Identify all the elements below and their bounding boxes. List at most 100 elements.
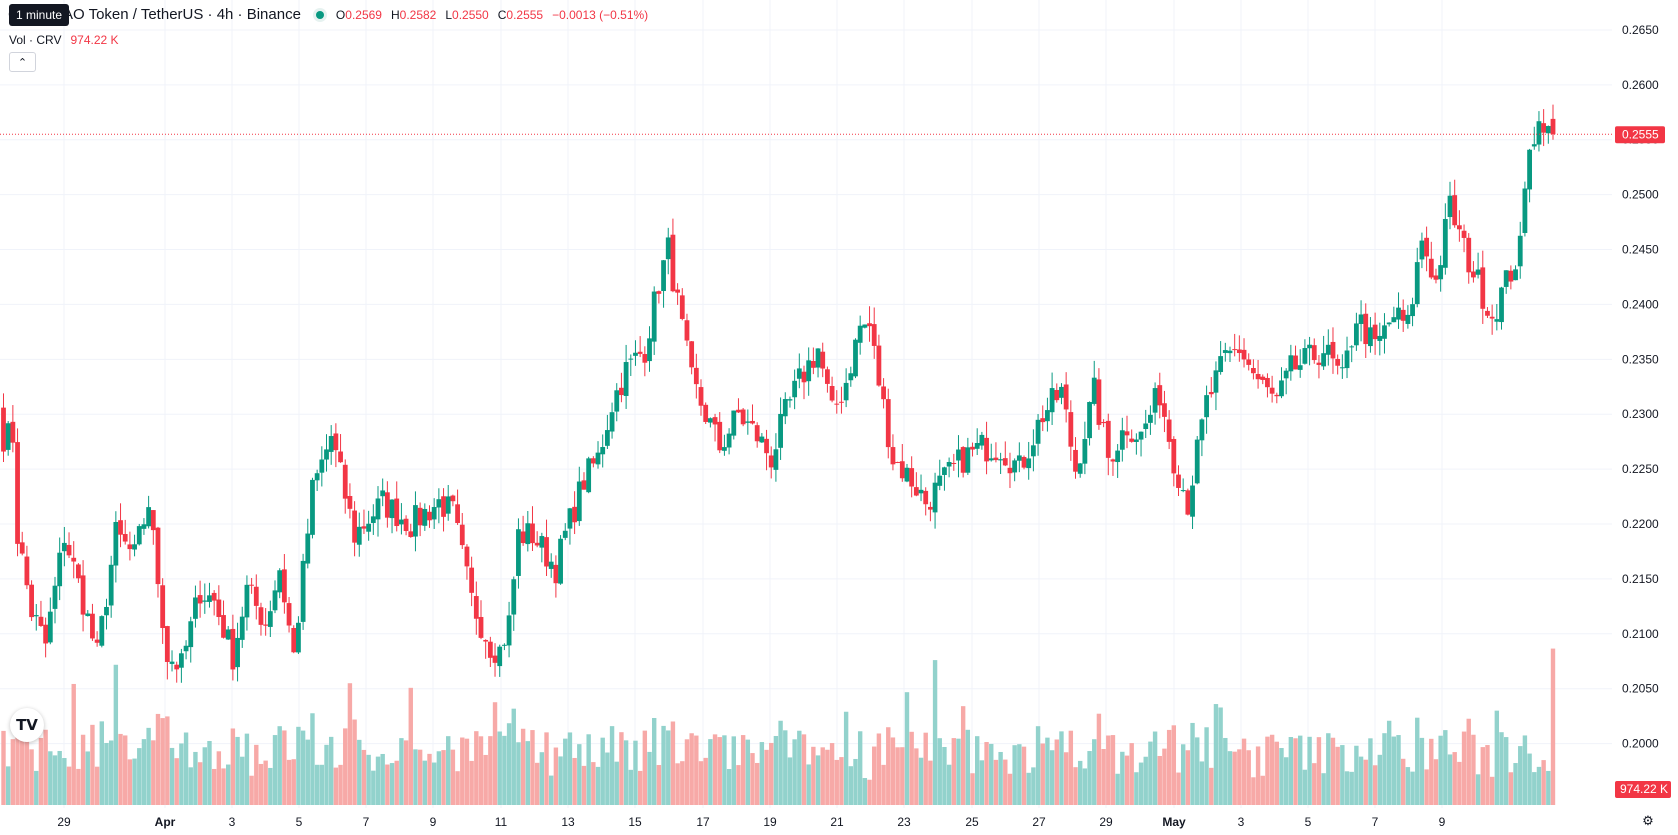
candle-body bbox=[1068, 412, 1074, 447]
time-tick-label: 29 bbox=[57, 815, 71, 829]
candle-body bbox=[286, 603, 292, 626]
volume-bar bbox=[1344, 771, 1350, 805]
candle-body bbox=[1503, 270, 1509, 287]
volume-bar bbox=[1152, 731, 1158, 805]
volume-legend-label[interactable]: Vol · CRV bbox=[9, 33, 62, 47]
candle-body bbox=[469, 567, 475, 593]
volume-bar bbox=[450, 749, 456, 805]
volume-bar bbox=[296, 726, 301, 805]
candle-body bbox=[965, 447, 971, 473]
volume-bar bbox=[20, 740, 25, 805]
volume-bar bbox=[764, 749, 769, 805]
symbol-title[interactable]: Curve DAO Token / TetherUS · 4h · Binanc… bbox=[8, 6, 301, 23]
time-tick-label: May bbox=[1162, 815, 1186, 829]
volume-bar bbox=[1312, 763, 1317, 805]
candle-body bbox=[118, 520, 123, 535]
candle-body bbox=[1330, 341, 1336, 359]
time-tick-label: 29 bbox=[1099, 815, 1113, 829]
candle-body bbox=[1129, 438, 1135, 442]
volume-bar bbox=[417, 749, 423, 805]
candle-body bbox=[946, 462, 952, 467]
volume-bar bbox=[1480, 747, 1485, 805]
time-tick-label: 5 bbox=[296, 815, 303, 829]
volume-bar bbox=[492, 702, 498, 805]
candle-body bbox=[207, 595, 212, 602]
volume-bar bbox=[1283, 757, 1289, 805]
candle-body bbox=[108, 564, 114, 606]
volume-bar bbox=[1115, 773, 1120, 805]
candle-body bbox=[155, 527, 161, 585]
candle-body bbox=[1489, 316, 1495, 319]
candle-body bbox=[394, 498, 400, 527]
volume-bar bbox=[385, 764, 390, 805]
candle-body bbox=[1236, 349, 1242, 354]
volume-bar bbox=[230, 728, 236, 805]
candle-body bbox=[1232, 349, 1238, 351]
candle-body bbox=[1222, 350, 1228, 353]
volume-bar bbox=[1340, 745, 1345, 805]
candle-body bbox=[876, 345, 882, 386]
candle-body bbox=[581, 480, 587, 490]
volume-bar bbox=[193, 751, 198, 805]
settings-button[interactable]: ⚙ bbox=[1640, 813, 1656, 829]
volume-bar bbox=[1110, 735, 1116, 805]
volume-bar bbox=[684, 739, 690, 805]
volume-bar bbox=[338, 764, 343, 805]
candle-body bbox=[656, 291, 662, 294]
candle-body bbox=[1508, 270, 1514, 282]
candle-body bbox=[534, 542, 540, 546]
candle-body bbox=[183, 645, 189, 652]
volume-bar bbox=[282, 730, 287, 805]
candle-body bbox=[661, 260, 666, 292]
candle-body bbox=[1368, 327, 1373, 347]
candle-body bbox=[1499, 287, 1504, 323]
volume-bar bbox=[675, 763, 680, 805]
volume-bar bbox=[637, 770, 643, 805]
price-tick-label: 0.2050 bbox=[1622, 682, 1659, 696]
candle-body bbox=[291, 627, 297, 653]
candle-body bbox=[778, 413, 783, 448]
candle-body bbox=[1349, 346, 1355, 348]
last-volume-label: 974.22 K bbox=[1620, 782, 1668, 796]
candle-body bbox=[5, 423, 11, 450]
volume-bar bbox=[66, 766, 72, 805]
candle-body bbox=[698, 387, 704, 406]
candle-body bbox=[1091, 377, 1097, 404]
last-price-badge bbox=[1615, 126, 1665, 144]
candle-body bbox=[1550, 118, 1556, 135]
candle-body bbox=[244, 584, 250, 618]
volume-bar bbox=[862, 778, 868, 805]
volume-bar bbox=[1040, 743, 1045, 805]
time-tick-label: 17 bbox=[696, 815, 710, 829]
candle-body bbox=[1274, 394, 1280, 397]
candle-body bbox=[29, 584, 34, 618]
candle-body bbox=[445, 496, 451, 514]
candle-body bbox=[178, 653, 184, 668]
candle-body bbox=[277, 570, 283, 593]
volume-bar bbox=[488, 736, 493, 805]
volume-bar bbox=[698, 761, 704, 805]
candle-body bbox=[1171, 438, 1177, 474]
volume-bar bbox=[745, 739, 751, 805]
time-tick-label: 23 bbox=[897, 815, 911, 829]
volume-bar bbox=[85, 751, 90, 805]
candle-body bbox=[281, 569, 287, 603]
tradingview-logo[interactable]: TV bbox=[10, 708, 44, 742]
candle-body bbox=[675, 289, 681, 293]
candle-body bbox=[19, 542, 25, 554]
volume-bar bbox=[534, 762, 540, 805]
volume-bar bbox=[1241, 738, 1247, 805]
candle-body bbox=[1288, 355, 1294, 372]
candle-body bbox=[1461, 230, 1467, 238]
volume-bar bbox=[717, 737, 722, 805]
collapse-legend-button[interactable]: ⌃ bbox=[9, 52, 36, 72]
volume-bar bbox=[1410, 771, 1415, 805]
volume-bar bbox=[319, 764, 325, 805]
volume-bar bbox=[1232, 751, 1237, 805]
volume-bar bbox=[43, 729, 48, 805]
candle-body bbox=[974, 443, 980, 449]
volume-bar bbox=[258, 763, 264, 805]
candle-body bbox=[1213, 370, 1219, 393]
volume-bar bbox=[300, 730, 306, 805]
